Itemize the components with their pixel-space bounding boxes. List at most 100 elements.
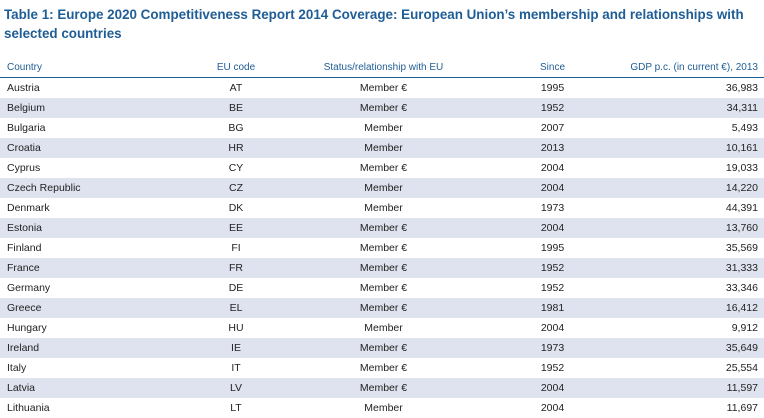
header-since: Since [480, 57, 625, 78]
cell-country: Latvia [0, 378, 185, 398]
cell-eu-code: BE [185, 98, 287, 118]
cell-status: Member € [287, 238, 480, 258]
cell-country: Cyprus [0, 158, 185, 178]
cell-country: Czech Republic [0, 178, 185, 198]
cell-country: Germany [0, 278, 185, 298]
cell-eu-code: BG [185, 118, 287, 138]
cell-gdp: 35,569 [625, 238, 764, 258]
cell-since: 1952 [480, 258, 625, 278]
cell-since: 2004 [480, 398, 625, 418]
cell-gdp: 36,983 [625, 78, 764, 99]
cell-eu-code: CZ [185, 178, 287, 198]
cell-status: Member € [287, 298, 480, 318]
cell-eu-code: EL [185, 298, 287, 318]
cell-country: Bulgaria [0, 118, 185, 138]
cell-country: France [0, 258, 185, 278]
cell-since: 2007 [480, 118, 625, 138]
cell-country: Finland [0, 238, 185, 258]
cell-gdp: 25,554 [625, 358, 764, 378]
cell-country: Denmark [0, 198, 185, 218]
cell-since: 1981 [480, 298, 625, 318]
cell-since: 2004 [480, 178, 625, 198]
cell-eu-code: LT [185, 398, 287, 418]
cell-eu-code: LV [185, 378, 287, 398]
cell-country: Croatia [0, 138, 185, 158]
cell-gdp: 13,760 [625, 218, 764, 238]
table-title: Table 1: Europe 2020 Competitiveness Rep… [4, 5, 754, 43]
cell-status: Member € [287, 98, 480, 118]
cell-country: Greece [0, 298, 185, 318]
cell-country: Ireland [0, 338, 185, 358]
header-country: Country [0, 57, 185, 78]
cell-status: Member € [287, 338, 480, 358]
cell-country: Italy [0, 358, 185, 378]
cell-status: Member € [287, 218, 480, 238]
cell-gdp: 33,346 [625, 278, 764, 298]
cell-eu-code: FR [185, 258, 287, 278]
cell-country: Belgium [0, 98, 185, 118]
cell-status: Member € [287, 358, 480, 378]
cell-since: 2004 [480, 218, 625, 238]
eu-membership-table: Country EU code Status/relationship with… [0, 57, 764, 418]
header-eu-code: EU code [185, 57, 287, 78]
cell-gdp: 10,161 [625, 138, 764, 158]
cell-status: Member [287, 118, 480, 138]
cell-gdp: 19,033 [625, 158, 764, 178]
cell-country: Hungary [0, 318, 185, 338]
cell-status: Member [287, 198, 480, 218]
cell-eu-code: FI [185, 238, 287, 258]
cell-status: Member € [287, 158, 480, 178]
cell-gdp: 44,391 [625, 198, 764, 218]
cell-country: Austria [0, 78, 185, 99]
cell-since: 1952 [480, 278, 625, 298]
cell-status: Member € [287, 278, 480, 298]
cell-eu-code: IT [185, 358, 287, 378]
cell-gdp: 34,311 [625, 98, 764, 118]
cell-eu-code: EE [185, 218, 287, 238]
cell-since: 2004 [480, 318, 625, 338]
cell-since: 1995 [480, 78, 625, 99]
cell-country: Lithuania [0, 398, 185, 418]
cell-since: 1952 [480, 358, 625, 378]
cell-eu-code: CY [185, 158, 287, 178]
cell-status: Member € [287, 258, 480, 278]
cell-eu-code: DE [185, 278, 287, 298]
header-gdp: GDP p.c. (in current €), 2013 [625, 57, 764, 78]
cell-eu-code: HU [185, 318, 287, 338]
cell-eu-code: AT [185, 78, 287, 99]
cell-gdp: 35,649 [625, 338, 764, 358]
cell-eu-code: HR [185, 138, 287, 158]
cell-gdp: 5,493 [625, 118, 764, 138]
cell-gdp: 16,412 [625, 298, 764, 318]
table-header-row: Country EU code Status/relationship with… [0, 57, 764, 78]
cell-since: 1995 [480, 238, 625, 258]
cell-since: 2013 [480, 138, 625, 158]
cell-country: Estonia [0, 218, 185, 238]
cell-since: 1952 [480, 98, 625, 118]
header-status: Status/relationship with EU [287, 57, 480, 78]
cell-status: Member [287, 178, 480, 198]
cell-gdp: 9,912 [625, 318, 764, 338]
cell-status: Member [287, 398, 480, 418]
cell-gdp: 31,333 [625, 258, 764, 278]
cell-since: 1973 [480, 198, 625, 218]
cell-status: Member [287, 138, 480, 158]
cell-gdp: 11,697 [625, 398, 764, 418]
